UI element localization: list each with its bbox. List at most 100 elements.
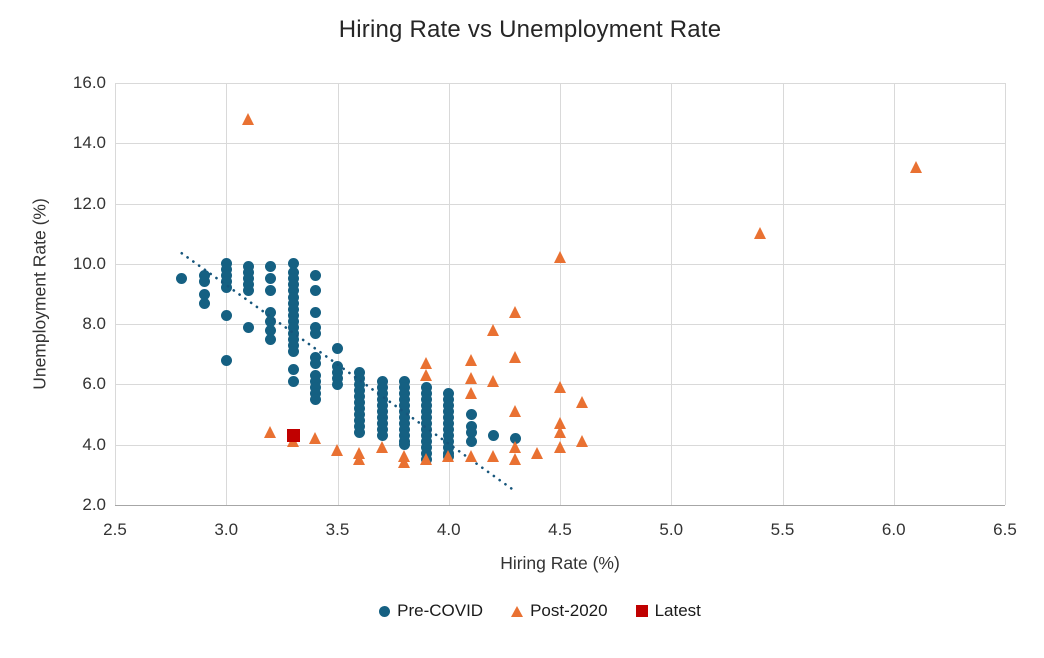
data-point-post-2020 <box>909 160 922 173</box>
data-point-post-2020 <box>464 353 477 366</box>
data-point-latest <box>286 429 300 443</box>
gridline-vertical <box>671 83 673 505</box>
data-point-post-2020 <box>420 356 432 369</box>
data-point-post-2020 <box>553 441 566 454</box>
data-point-pre-covid <box>354 427 366 439</box>
gridline-horizontal <box>115 263 1005 265</box>
data-point-post-2020 <box>509 405 521 418</box>
data-point-post-2020 <box>553 380 566 393</box>
data-point-post-2020 <box>486 323 499 336</box>
data-point-pre-covid <box>265 261 277 273</box>
square-marker-icon <box>635 605 648 617</box>
data-point-post-2020 <box>464 386 477 399</box>
x-tick-label: 6.0 <box>881 520 906 539</box>
gridline-vertical <box>560 83 561 505</box>
legend-item-latest: Latest <box>635 601 701 621</box>
data-point-pre-covid <box>309 357 321 369</box>
y-axis-title: Unemployment Rate (%) <box>29 198 50 390</box>
legend: Pre-COVID Post-2020 Latest <box>18 601 1044 621</box>
data-point-post-2020 <box>264 426 277 439</box>
x-tick-label: 4.0 <box>436 520 461 539</box>
data-point-pre-covid <box>287 375 299 387</box>
data-point-post-2020 <box>531 447 544 460</box>
data-point-post-2020 <box>397 456 410 469</box>
data-point-pre-covid <box>220 354 232 366</box>
y-tick-label: 8.0 <box>82 314 106 334</box>
data-point-post-2020 <box>420 453 432 466</box>
y-tick-label: 6.0 <box>82 374 106 394</box>
data-point-post-2020 <box>464 371 477 384</box>
data-point-post-2020 <box>575 396 588 408</box>
data-point-post-2020 <box>509 441 521 454</box>
data-point-post-2020 <box>331 444 343 457</box>
gridline-vertical <box>226 83 228 505</box>
data-point-pre-covid <box>265 273 277 285</box>
data-point-post-2020 <box>353 453 366 466</box>
data-point-pre-covid <box>176 273 188 285</box>
gridline-vertical <box>1005 83 1006 505</box>
x-tick-label: 3.0 <box>214 520 239 539</box>
y-tick-label: 16.0 <box>72 73 106 92</box>
legend-item-post-2020: Post-2020 <box>511 601 608 621</box>
data-point-post-2020 <box>242 112 254 125</box>
data-point-pre-covid <box>465 436 477 448</box>
data-point-post-2020 <box>553 417 566 430</box>
legend-label: Pre-COVID <box>397 601 484 620</box>
data-point-post-2020 <box>753 227 766 240</box>
data-point-pre-covid <box>309 394 321 405</box>
x-tick-label: 2.5 <box>103 520 127 539</box>
data-point-post-2020 <box>553 426 566 439</box>
gridline-horizontal <box>115 324 1005 326</box>
legend-item-pre-covid: Pre-COVID <box>379 601 483 621</box>
chart-title: Hiring Rate vs Unemployment Rate <box>338 16 722 43</box>
data-point-pre-covid <box>287 345 299 357</box>
plot-area <box>115 83 1006 506</box>
x-axis-title: Hiring Rate (%) <box>500 553 620 573</box>
data-point-post-2020 <box>420 368 432 381</box>
data-point-pre-covid <box>220 309 232 321</box>
gridline-horizontal <box>115 83 1005 84</box>
x-tick-label: 6.5 <box>993 520 1017 539</box>
triangle-marker-icon <box>511 605 524 617</box>
y-tick-label: 12.0 <box>72 193 106 213</box>
data-point-pre-covid <box>465 409 477 421</box>
data-point-post-2020 <box>575 435 588 448</box>
data-point-post-2020 <box>308 432 321 445</box>
data-point-pre-covid <box>243 285 254 297</box>
y-tick-label: 10.0 <box>72 253 106 273</box>
data-point-post-2020 <box>464 450 477 463</box>
data-point-pre-covid <box>376 430 388 442</box>
data-point-post-2020 <box>553 251 566 264</box>
data-point-pre-covid <box>332 378 343 390</box>
y-tick-label: 14.0 <box>72 133 106 153</box>
gridline-horizontal <box>115 203 1005 205</box>
legend-label: Post-2020 <box>530 601 608 620</box>
data-point-pre-covid <box>398 439 410 451</box>
data-point-post-2020 <box>442 450 455 463</box>
data-point-post-2020 <box>486 374 499 387</box>
x-tick-label: 4.5 <box>548 520 572 539</box>
data-point-pre-covid <box>265 285 277 297</box>
gridline-vertical <box>893 83 895 505</box>
data-point-post-2020 <box>486 450 499 463</box>
circle-marker-icon <box>379 605 391 617</box>
data-point-pre-covid <box>198 276 210 288</box>
data-point-pre-covid <box>265 333 277 345</box>
data-point-pre-covid <box>309 285 321 297</box>
data-point-pre-covid <box>243 321 254 333</box>
data-point-pre-covid <box>287 363 299 375</box>
data-point-post-2020 <box>509 350 521 363</box>
gridline-vertical <box>337 83 339 505</box>
data-point-pre-covid <box>487 430 499 442</box>
x-tick-label: 5.5 <box>770 520 795 539</box>
x-tick-label: 5.0 <box>659 520 684 539</box>
data-point-post-2020 <box>375 441 388 454</box>
data-point-pre-covid <box>309 327 321 339</box>
gridline-vertical <box>115 83 116 505</box>
gridline-horizontal <box>115 143 1005 145</box>
gridline-vertical <box>782 83 784 505</box>
y-tick-label: 2.0 <box>82 495 106 514</box>
y-tick-label: 4.0 <box>82 434 106 454</box>
data-point-pre-covid <box>332 342 343 354</box>
